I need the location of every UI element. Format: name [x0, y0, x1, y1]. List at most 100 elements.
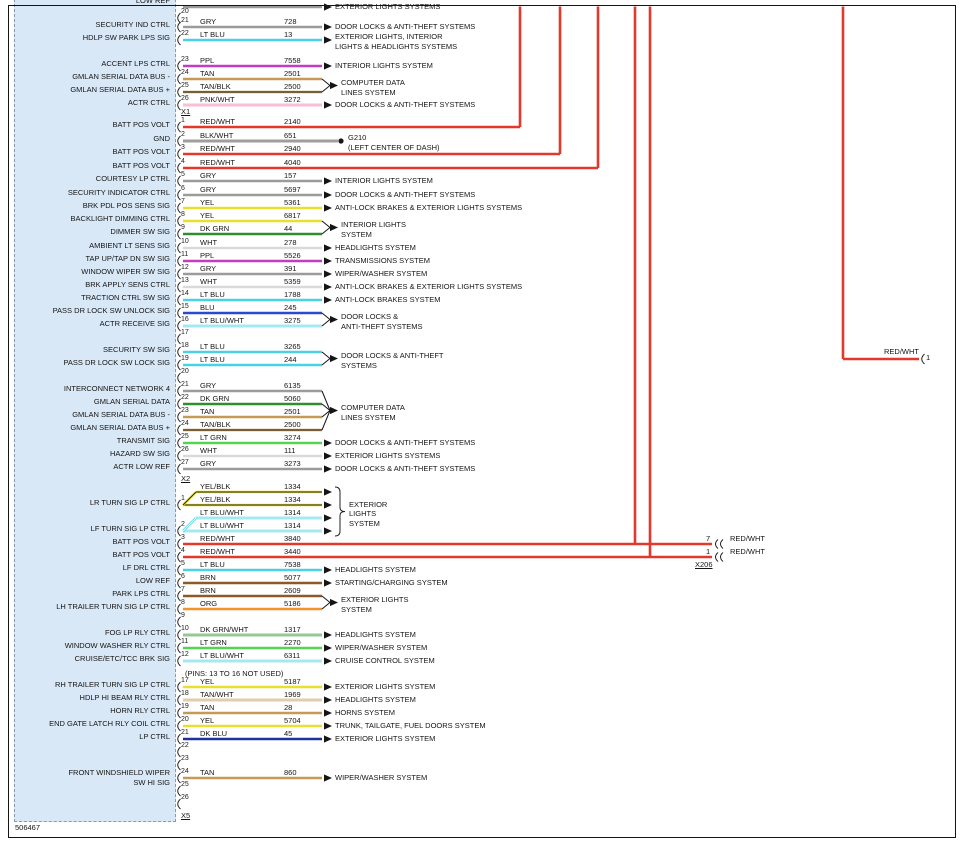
- pin-number: 25: [181, 433, 189, 440]
- circuit-number-label: 3265: [284, 342, 301, 351]
- destination-label: TRUNK, TAILGATE, FUEL DOORS SYSTEM: [335, 721, 486, 730]
- signal-label: GND: [153, 134, 170, 143]
- signal-label: LH TRAILER TURN SIG LP CTRL: [56, 602, 170, 611]
- destination-label: HEADLIGHTS SYSTEM: [335, 565, 416, 574]
- wire-splice: [182, 491, 197, 506]
- circuit-number-label: 6817: [284, 211, 301, 220]
- wire-color-label: GRY: [200, 185, 217, 194]
- circuit-number-label: 2940: [284, 144, 301, 153]
- circuit-number-label: 1969: [284, 690, 301, 699]
- pin-number: 19: [181, 355, 189, 362]
- pin-number: 9: [181, 612, 185, 619]
- signal-label: LP CTRL: [139, 732, 170, 741]
- inline-connector-icon: [715, 539, 719, 549]
- signal-label: ACTR RECEIVE SIG: [99, 319, 170, 328]
- circuit-number-label: 5359: [284, 277, 301, 286]
- pin-cavity-icon: [177, 281, 181, 293]
- merge-line: [321, 319, 331, 327]
- arrow-icon: [324, 177, 332, 185]
- wire-color-label: BLU: [200, 303, 215, 312]
- circuit-number-label: 3275: [284, 316, 301, 325]
- pin-number: 18: [181, 342, 189, 349]
- signal-label: LOW REF: [135, 0, 170, 5]
- wire-color-label: LT BLU: [200, 560, 225, 569]
- signal-label: HDLP SW PARK LPS SIG: [82, 33, 170, 42]
- circuit-number-label: 2140: [284, 117, 301, 126]
- wire-color-label: LT BLU/WHT: [200, 521, 244, 530]
- circuit-number-label: 3272: [284, 95, 301, 104]
- pin-cavity-icon: [177, 294, 181, 306]
- pin-cavity-icon: [177, 463, 181, 475]
- destination-label: WIPER/WASHER SYSTEM: [335, 269, 428, 278]
- pin-cavity-icon: [177, 228, 181, 240]
- wire-color-label: RED/WHT: [200, 547, 235, 556]
- signal-label: ACCENT LPS CTRL: [101, 59, 170, 68]
- pin-cavity-icon: [177, 385, 181, 397]
- pin-number: 7: [181, 586, 185, 593]
- figure-number: 506467: [15, 823, 41, 832]
- far-wire-label: RED/WHT: [730, 534, 765, 543]
- destination-label: DOOR LOCKS & ANTI-THEFT SYSTEMS: [335, 464, 476, 473]
- circuit-number-label: 2270: [284, 638, 301, 647]
- arrow-icon: [324, 488, 332, 496]
- pin-cavity-icon: [177, 99, 181, 111]
- signal-label: GMLAN SERIAL DATA BUS +: [70, 85, 170, 94]
- pin-cavity-icon: [177, 268, 181, 280]
- destination-label: CRUISE CONTROL SYSTEM: [335, 656, 435, 665]
- destination-label: ANTI-LOCK BRAKES & EXTERIOR LIGHTS SYSTE…: [335, 282, 523, 291]
- wire-color-label: LT GRN: [200, 638, 227, 647]
- pin-number: 15: [181, 303, 189, 310]
- pin-number: 6: [181, 185, 185, 192]
- arrow-icon: [324, 191, 332, 199]
- circuit-number-label: 2500: [284, 420, 301, 429]
- pin-number: 22: [181, 30, 189, 37]
- circuit-number-label: 5361: [284, 198, 301, 207]
- pin-number: 1: [181, 117, 185, 124]
- destination-label: DOOR LOCKS & ANTI-THEFT SYSTEMS: [335, 438, 476, 447]
- pin-number: 6: [181, 573, 185, 580]
- destination-label: WIPER/WASHER SYSTEM: [335, 643, 428, 652]
- pin-cavity-icon: [177, 21, 181, 33]
- circuit-number-label: 278: [284, 238, 297, 247]
- pin-cavity-icon: [177, 73, 181, 85]
- wire-color-label: LT BLU: [200, 290, 225, 299]
- signal-label: WINDOW WIPER SW SIG: [81, 267, 170, 276]
- pin-cavity-icon: [177, 346, 181, 358]
- pin-number: 3: [181, 534, 185, 541]
- arrow-icon: [324, 709, 332, 717]
- destination-label: WIPER/WASHER SYSTEM: [335, 773, 428, 782]
- wire-color-label: TAN: [200, 69, 215, 78]
- wire-color-label: LT BLU/WHT: [200, 651, 244, 660]
- destination-label: SYSTEM: [349, 518, 380, 528]
- pin-number: 7: [181, 198, 185, 205]
- wire-color-label: LT BLU: [200, 30, 225, 39]
- wire-color-label: GRY: [200, 171, 217, 180]
- destination-label: INTERIOR LIGHTS SYSTEM: [335, 61, 433, 70]
- signal-label: BATT POS VOLT: [112, 537, 170, 546]
- signal-label: TRACTION CTRL SW SIG: [81, 293, 170, 302]
- merge-line: [321, 358, 331, 366]
- pin-number: 12: [181, 264, 189, 271]
- pin-cavity-icon: [177, 759, 181, 771]
- circuit-number-label: 5060: [284, 394, 301, 403]
- pin-number: 5: [181, 560, 185, 567]
- signal-label: SECURITY INDICATOR CTRL: [67, 188, 170, 197]
- arrow-icon: [324, 722, 332, 730]
- wire-color-label: GRY: [200, 264, 217, 273]
- note-label: (PINS: 13 TO 16 NOT USED): [185, 669, 284, 678]
- pin-cavity-icon: [177, 202, 181, 214]
- signal-label: BATT POS VOLT: [112, 550, 170, 559]
- pin-cavity-icon: [177, 681, 181, 693]
- circuit-number-label: 1314: [284, 508, 301, 517]
- circuit-number-label: 1334: [284, 495, 301, 504]
- signal-label: PASS DR LOCK SW UNLOCK SIG: [52, 306, 170, 315]
- pin-cavity-icon: [177, 642, 181, 654]
- pin-cavity-icon: [177, 372, 181, 384]
- pin-number: 8: [181, 211, 185, 218]
- circuit-number-label: 2500: [284, 82, 301, 91]
- destination-label: COMPUTER DATA: [341, 77, 405, 87]
- circuit-number-label: 2501: [284, 69, 301, 78]
- wire-color-label: YEL: [200, 716, 215, 725]
- pin-cavity-icon: [177, 499, 181, 511]
- circuit-number-label: 3274: [284, 433, 301, 442]
